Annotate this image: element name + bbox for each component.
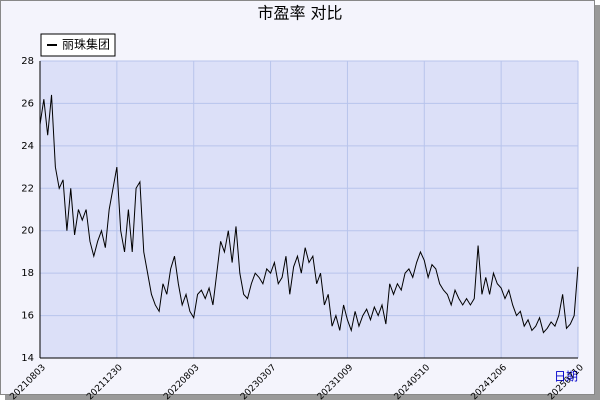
x-axis-label: 日期 (554, 370, 578, 384)
frame-shadow (595, 5, 600, 400)
y-tick-label: 26 (21, 98, 34, 109)
legend-box (40, 33, 116, 57)
y-tick-label: 28 (21, 56, 34, 67)
legend-label: 丽珠集团 (62, 37, 110, 52)
y-tick-label: 16 (21, 311, 34, 322)
plot-area (40, 61, 578, 358)
y-tick-label: 14 (21, 353, 34, 364)
data-line (39, 94, 579, 334)
y-tick-label: 24 (21, 141, 34, 152)
y-tick-label: 18 (21, 268, 34, 279)
frame-shadow (5, 395, 600, 400)
y-tick-label: 22 (21, 183, 34, 194)
y-tick-label: 20 (21, 226, 34, 237)
chart-title: 市盈率 对比 (257, 4, 342, 23)
